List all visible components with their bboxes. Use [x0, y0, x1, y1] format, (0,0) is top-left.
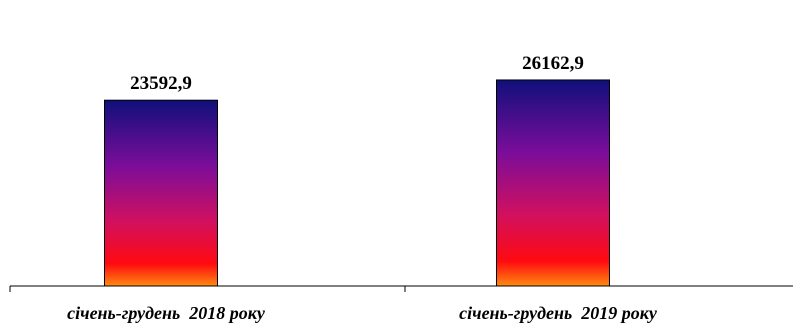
category-labels-group: січень-грудень 2018 року січень-грудень …	[67, 303, 658, 323]
category-label-2018: січень-грудень 2018 року	[67, 303, 266, 323]
data-label-2019: 26162,9	[522, 53, 584, 74]
bar-2018	[104, 99, 218, 287]
bar-2019	[496, 79, 610, 287]
data-label-2018: 23592,9	[130, 73, 192, 94]
plot-area: 23592,9 26162,9 січень-грудень 2018 року…	[9, 53, 793, 323]
value-labels-group: 23592,9 26162,9	[130, 53, 584, 94]
bars-group	[104, 79, 610, 287]
category-label-2019: січень-грудень 2019 року	[459, 303, 658, 323]
